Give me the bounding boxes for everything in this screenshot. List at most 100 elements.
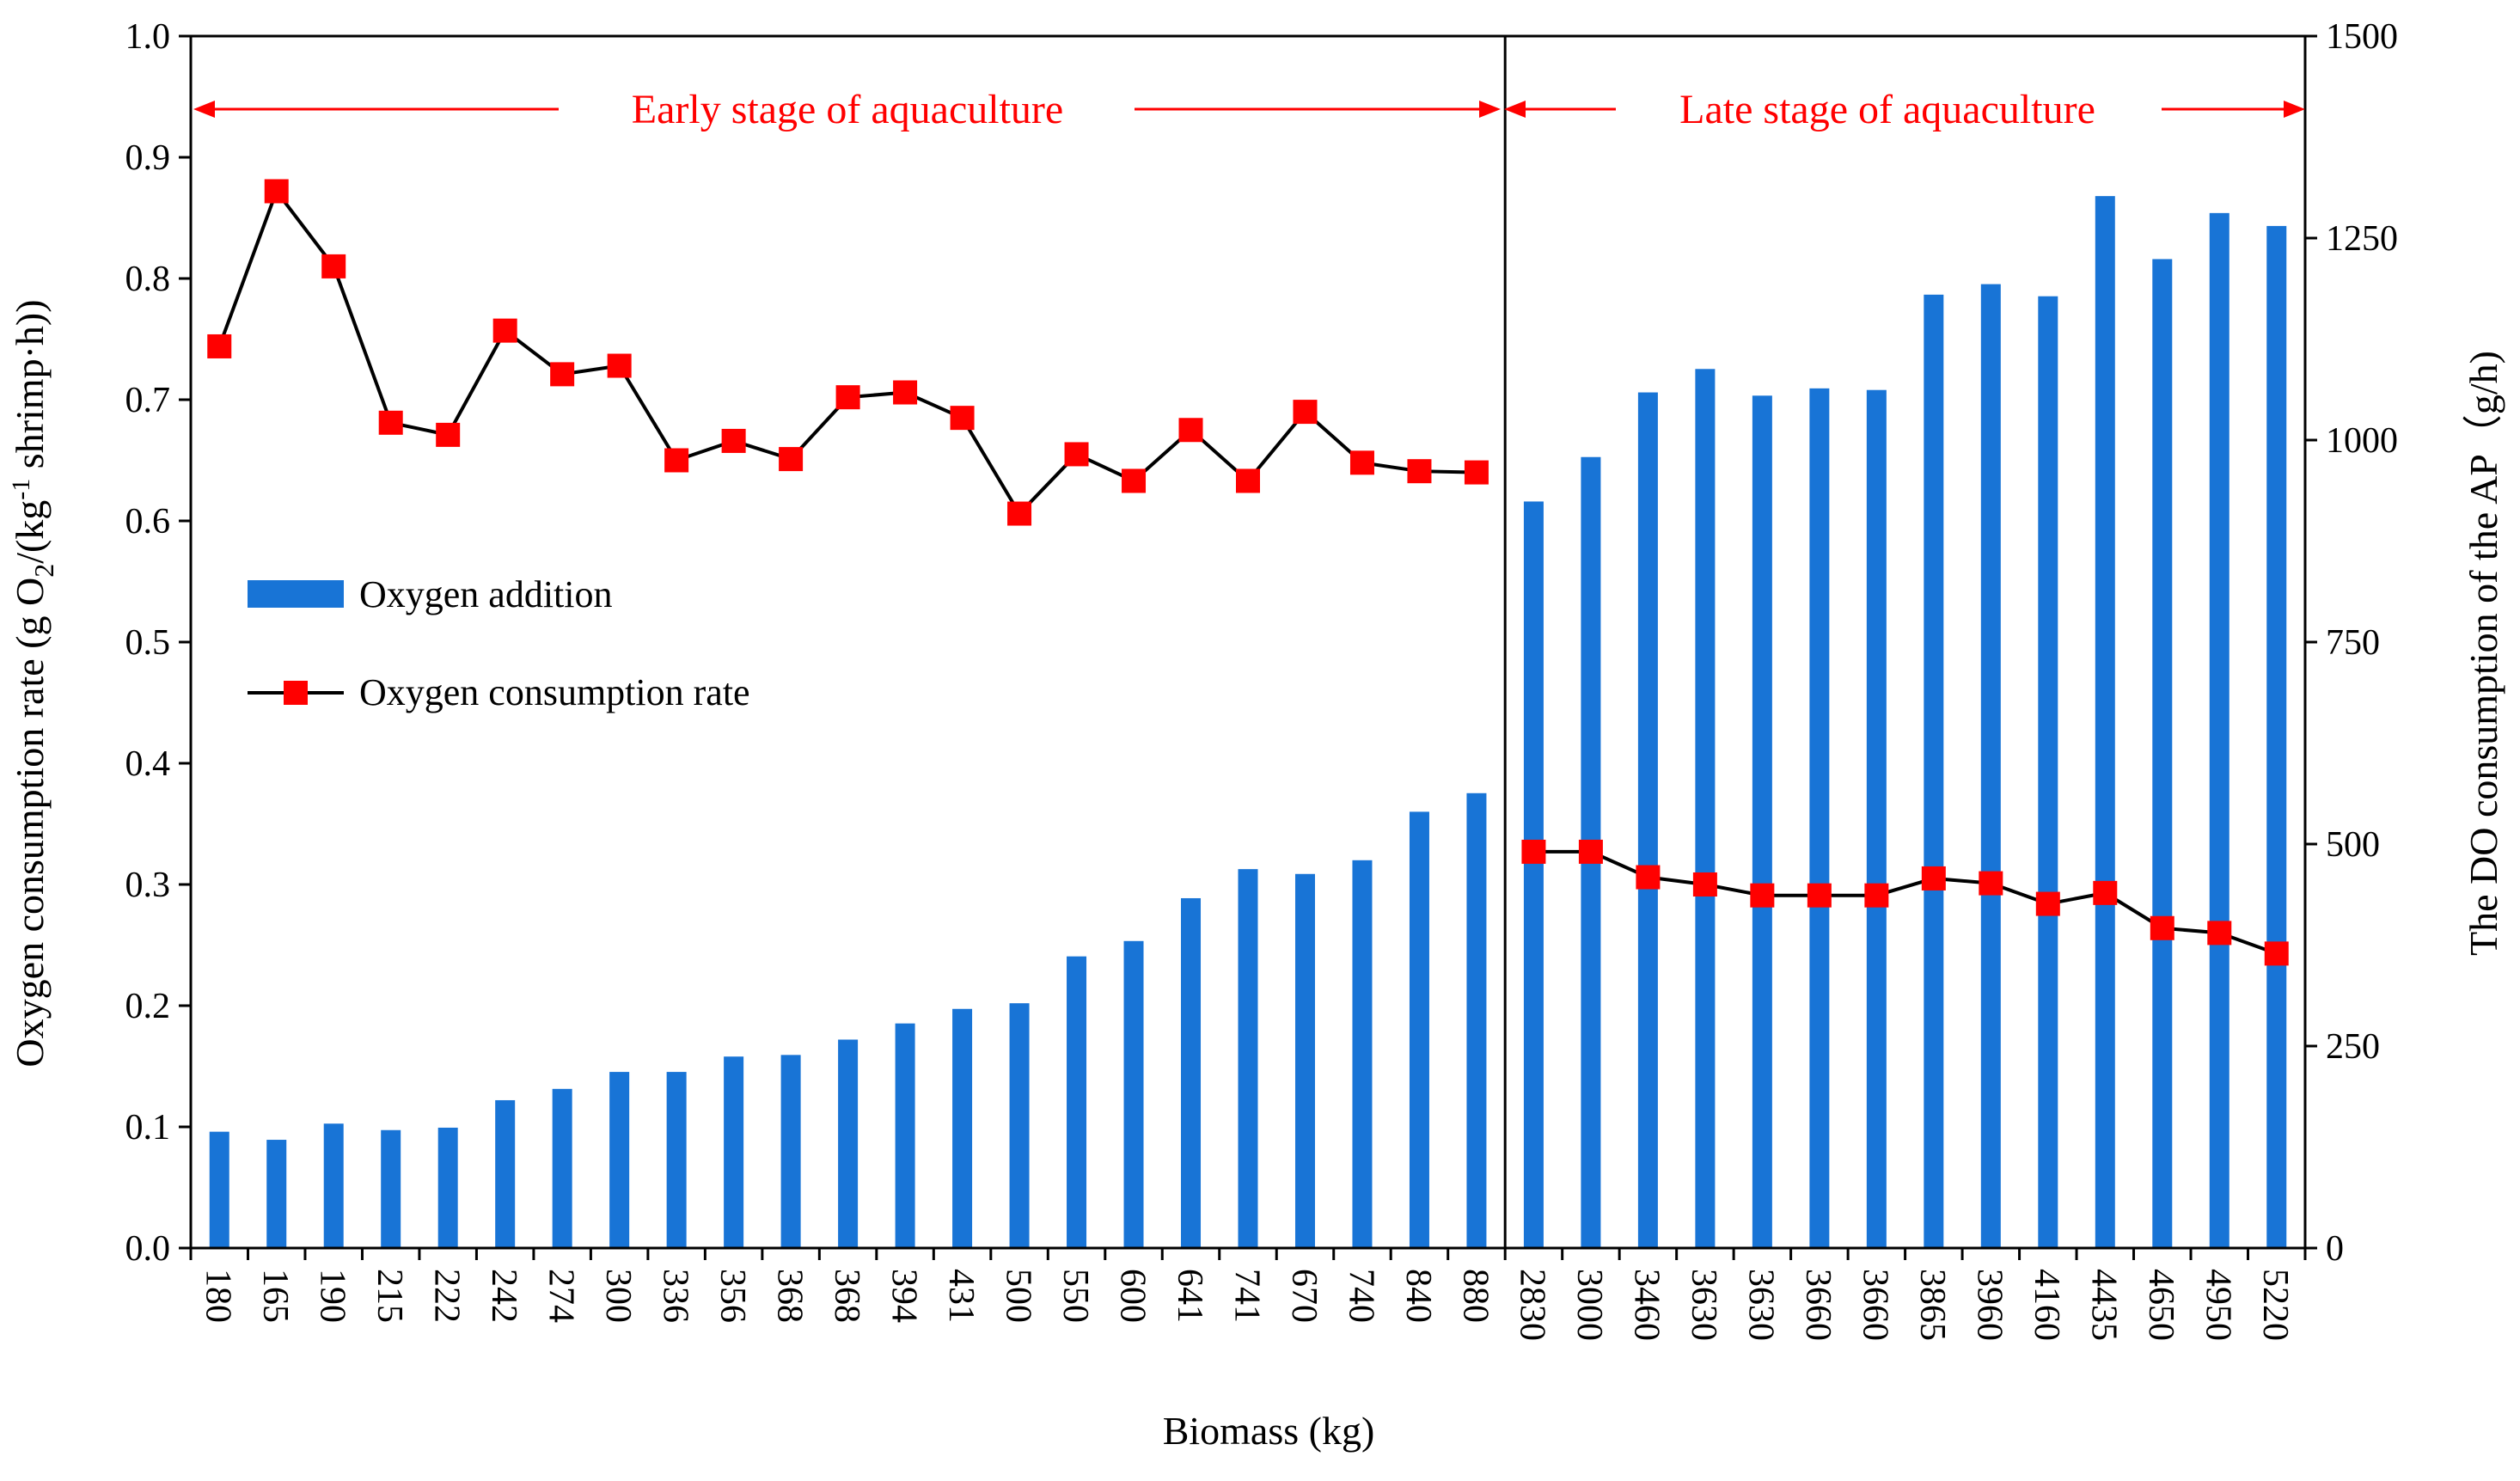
left-tick-label: 0.8 [125,260,171,299]
x-tick-label: 222 [426,1269,466,1323]
late-stage-label: Late stage of aquaculture [1679,87,2095,132]
bar-oxygen-addition [209,1131,229,1248]
line-series-oxygen-consumption-rate [217,187,2278,956]
line-segment-oxygen-consumption-rate [217,187,1477,517]
bar-oxygen-addition [1752,395,1772,1248]
marker-oxygen-consumption-rate [1578,839,1603,864]
bar-oxygen-addition [1924,294,1944,1248]
marker-oxygen-consumption-rate [2035,891,2060,916]
late-stage-arrowhead-right [2284,101,2305,118]
right-tick-label: 1500 [2326,17,2398,57]
marker-oxygen-consumption-rate [1864,883,1889,908]
x-tick-label: 190 [313,1269,352,1323]
x-tick-label: 274 [541,1269,580,1323]
x-tick-label: 368 [769,1269,809,1323]
marker-oxygen-consumption-rate [550,362,575,387]
marker-oxygen-consumption-rate [1921,866,1946,890]
bar-oxygen-addition [895,1023,915,1248]
x-tick-label: 3460 [1627,1269,1667,1341]
bar-oxygen-addition [1009,1003,1030,1248]
marker-oxygen-consumption-rate [2264,941,2289,966]
left-tick-label: 0.9 [125,138,171,178]
left-tick-label: 0.5 [125,623,171,663]
marker-oxygen-consumption-rate [950,406,975,431]
bar-oxygen-addition [1352,860,1373,1248]
left-tick-label: 0.6 [125,502,171,542]
late-stage-annotation: Late stage of aquaculture [1504,87,2305,132]
marker-oxygen-consumption-rate [607,353,632,378]
bar-oxygen-addition [552,1088,572,1248]
x-tick-label: 3660 [1798,1269,1838,1341]
marker-oxygen-consumption-rate [492,318,517,343]
right-tick-label: 1000 [2326,421,2398,461]
bar-oxygen-addition [437,1127,458,1248]
marker-oxygen-consumption-rate [893,380,918,405]
marker-oxygen-consumption-rate [835,385,860,410]
legend: Oxygen addition Oxygen consumption rate [248,573,750,713]
right-tick-label: 500 [2326,825,2380,865]
bar-oxygen-addition [2038,296,2058,1249]
bar-oxygen-addition [1809,388,1830,1249]
bar-oxygen-addition [724,1056,744,1248]
right-tick-label: 1250 [2326,219,2398,259]
marker-oxygen-consumption-rate [1636,865,1661,890]
bar-oxygen-addition [1637,392,1658,1248]
x-tick-label: 165 [255,1269,295,1323]
bar-series-oxygen-addition [209,196,2287,1249]
marker-oxygen-consumption-rate [378,410,403,435]
bar-oxygen-addition [1695,369,1716,1248]
marker-oxygen-consumption-rate [1064,442,1089,467]
right-axis-title: The DO consumption of the AP（g/h) [2462,351,2505,956]
right-tick-label: 250 [2326,1027,2380,1067]
left-axis-title: Oxygen consumption rate (g O2/(kg-1 shri… [7,299,59,1067]
bar-oxygen-addition [1181,897,1202,1248]
x-tick-label: 336 [655,1269,694,1323]
left-tick-label: 0.1 [125,1108,171,1147]
marker-oxygen-consumption-rate [2207,921,2232,946]
legend-bar-swatch [248,580,344,608]
marker-oxygen-consumption-rate [1750,883,1775,908]
marker-oxygen-consumption-rate [1236,468,1260,493]
bar-oxygen-addition [2209,212,2229,1249]
marker-oxygen-consumption-rate [779,447,804,472]
marker-oxygen-consumption-rate [436,422,461,447]
right-tick-label: 750 [2326,623,2380,663]
marker-oxygen-consumption-rate [664,448,689,473]
right-axis-ticks: 0 250 500 750 1000 1250 1500 [2305,17,2398,1269]
right-tick-label: 0 [2326,1229,2344,1269]
left-tick-label: 0.4 [125,744,171,784]
x-tick-label: 3000 [1569,1269,1609,1341]
x-tick-label: 600 [1112,1269,1152,1323]
bar-oxygen-addition [1123,940,1144,1248]
left-tick-label: 0.3 [125,866,171,905]
left-tick-label: 0.2 [125,987,171,1026]
bar-oxygen-addition [1466,793,1487,1248]
early-stage-label: Early stage of aquaculture [632,87,1063,132]
left-axis-ticks: 0.0 0.1 0.2 0.3 0.4 0.5 0.6 0.7 0.8 0.9 1.0 [125,17,191,1269]
bar-oxygen-addition [495,1099,516,1248]
bar-oxygen-addition [1238,869,1258,1248]
bar-oxygen-addition [1409,811,1429,1248]
markers-oxygen-consumption-rate [207,179,2289,966]
bar-oxygen-addition [323,1123,344,1248]
bar-oxygen-addition [381,1129,401,1248]
bar-oxygen-addition [952,1008,973,1248]
x-axis-title: Biomass (kg) [1163,1409,1375,1453]
late-stage-arrowhead-left [1504,101,1526,118]
x-tick-label: 215 [370,1269,409,1323]
x-tick-label: 740 [1341,1269,1380,1323]
x-tick-label: 670 [1284,1269,1324,1323]
x-tick-label: 300 [598,1269,638,1323]
x-tick-label: 394 [884,1269,923,1323]
bar-oxygen-addition [1980,284,2001,1249]
marker-oxygen-consumption-rate [1692,872,1717,897]
x-tick-label: 368 [827,1269,866,1323]
x-tick-label: 4650 [2141,1269,2181,1341]
bar-oxygen-addition [780,1055,801,1248]
bar-oxygen-addition [2266,225,2287,1248]
early-stage-arrowhead-left [193,101,215,118]
marker-oxygen-consumption-rate [1407,459,1432,484]
marker-oxygen-consumption-rate [1293,400,1318,425]
x-tick-label: 2830 [1513,1269,1552,1341]
